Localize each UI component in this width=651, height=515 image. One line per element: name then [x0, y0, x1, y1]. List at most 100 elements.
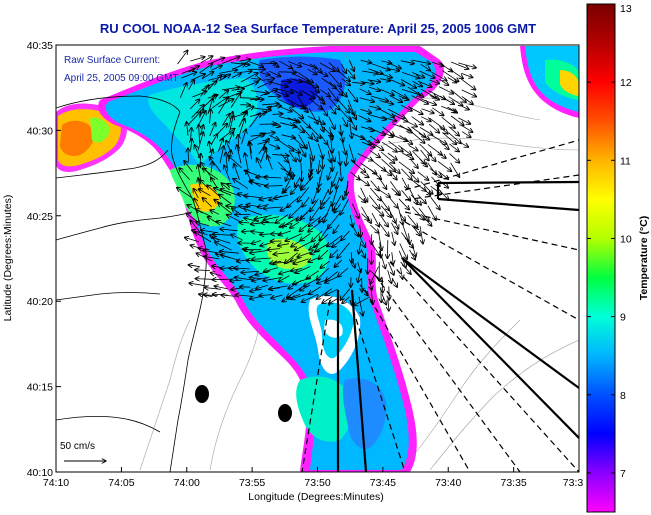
- current-vector: [378, 189, 391, 197]
- x-axis: 74:10 74:05 74:00 73:55 73:50 73:45 73:40 73:35…: [43, 467, 583, 489]
- current-vector: [210, 210, 220, 215]
- current-vector: [370, 266, 379, 284]
- current-vector: [210, 58, 225, 64]
- current-vector: [292, 277, 312, 285]
- current-vector: [438, 61, 453, 72]
- current-vector: [216, 221, 232, 227]
- current-vector: [348, 115, 357, 130]
- current-vector: [400, 104, 412, 111]
- current-vector: [211, 134, 218, 145]
- radar-radials: [301, 139, 579, 472]
- current-vector: [211, 65, 222, 71]
- current-vector: [341, 63, 347, 74]
- current-vector: [197, 111, 206, 127]
- current-vector: [250, 222, 270, 225]
- x-tick-label: 73:50: [304, 477, 330, 489]
- current-vector: [380, 151, 395, 163]
- current-vector: [427, 205, 436, 221]
- current-vector: [401, 89, 421, 95]
- current-vector: [370, 95, 389, 101]
- current-vector: [300, 104, 309, 112]
- current-vector: [188, 66, 200, 73]
- current-vector: [209, 157, 222, 173]
- current-vector: [358, 296, 363, 316]
- current-vector: [280, 153, 289, 163]
- current-vector: [280, 81, 291, 82]
- current-vector: [298, 144, 306, 157]
- current-vector: [202, 168, 219, 180]
- current-vector: [359, 241, 362, 254]
- current-vector: [437, 161, 452, 171]
- current-vector: [400, 61, 414, 64]
- x-tick-label: 73:35: [501, 477, 527, 489]
- current-vector: [234, 164, 240, 181]
- current-vector: [353, 296, 370, 306]
- current-vector: [421, 187, 431, 196]
- current-vector: [269, 143, 280, 148]
- current-vector: [316, 267, 329, 280]
- current-vector: [381, 158, 396, 172]
- current-vector: [239, 59, 250, 61]
- y-tick-label: 40:25: [27, 211, 53, 223]
- current-vector: [320, 260, 330, 268]
- current-vector: [338, 107, 352, 122]
- current-vector: [398, 144, 411, 155]
- current-vector: [370, 169, 382, 180]
- current-vector: [341, 78, 351, 86]
- current-vector: [361, 141, 375, 148]
- current-vector: [267, 155, 273, 170]
- current-vector: [379, 223, 389, 237]
- current-vector: [317, 71, 328, 77]
- current-vector: [408, 106, 423, 115]
- current-vector: [240, 98, 260, 99]
- current-vector: [195, 270, 211, 271]
- current-vector: [190, 57, 205, 62]
- current-vector: [412, 72, 424, 78]
- current-vector: [310, 198, 319, 212]
- y-tick-label: 40:20: [27, 296, 53, 308]
- current-vector: [340, 132, 343, 142]
- current-vector: [379, 250, 386, 269]
- current-vector: [217, 123, 228, 135]
- current-vector: [391, 214, 399, 229]
- current-vector: [430, 134, 447, 145]
- current-vector: [330, 127, 333, 140]
- current-vector: [315, 243, 329, 252]
- current-vector: [279, 60, 292, 68]
- current-vector: [359, 284, 368, 296]
- current-vector: [432, 107, 444, 116]
- current-vector: [219, 251, 239, 253]
- current-vector: [420, 149, 430, 161]
- current-vector: [328, 62, 339, 71]
- current-vector: [197, 132, 203, 151]
- current-vector: [269, 135, 279, 140]
- current-vector: [250, 91, 269, 94]
- current-vector: [408, 171, 419, 182]
- current-vector: [300, 90, 315, 98]
- current-vector: [421, 108, 435, 114]
- current-vector: [279, 270, 292, 275]
- current-vector: [389, 286, 390, 300]
- current-vector: [309, 286, 321, 295]
- current-vector: [328, 167, 333, 180]
- current-vector: [297, 96, 306, 108]
- current-vector: [419, 226, 423, 244]
- colorbar-tick-label: 10: [620, 233, 632, 245]
- current-vector: [358, 268, 362, 283]
- scale-label: 50 cm/s: [60, 441, 95, 452]
- current-vector: [442, 132, 456, 145]
- current-vector: [309, 243, 320, 250]
- current-vector: [271, 294, 283, 298]
- x-axis-label: Longitude (Degrees:Minutes): [248, 491, 383, 503]
- current-vector: [310, 249, 321, 254]
- current-vector: [430, 71, 447, 81]
- current-vector: [339, 87, 347, 97]
- current-vector: [263, 216, 280, 221]
- current-vector: [382, 277, 383, 293]
- current-vector: [321, 125, 333, 137]
- current-vector: [328, 150, 331, 163]
- current-vector: [439, 140, 449, 149]
- current-vector: [265, 186, 283, 187]
- current-vector: [319, 224, 331, 241]
- current-vector: [461, 131, 471, 138]
